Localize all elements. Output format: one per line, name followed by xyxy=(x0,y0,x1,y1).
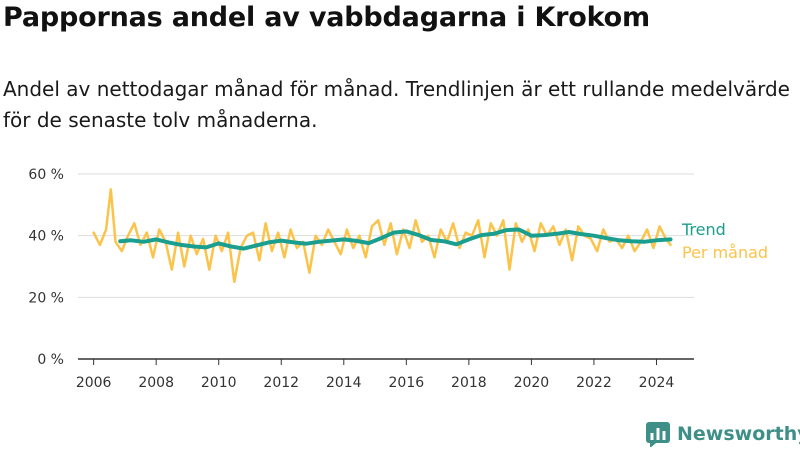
legend-label-monthly: Per månad xyxy=(682,243,768,262)
y-tick-label: 0 % xyxy=(37,352,64,368)
x-tick-label: 2014 xyxy=(326,375,362,391)
brand-logo[interactable]: Newsworthy xyxy=(645,421,800,447)
x-tick-label: 2020 xyxy=(514,375,550,391)
chart-subtitle: Andel av nettodagar månad för månad. Tre… xyxy=(3,77,790,132)
x-tick-label: 2008 xyxy=(138,375,174,391)
y-tick-label: 60 % xyxy=(28,167,64,183)
legend-label-trend: Trend xyxy=(681,220,726,239)
y-axis: 0 % 20 % 40 % 60 % xyxy=(28,167,64,368)
x-tick-label: 2024 xyxy=(639,375,675,391)
series-lines xyxy=(92,188,673,284)
newsworthy-logo-icon xyxy=(646,422,670,447)
x-axis: 2006 2008 2010 2012 2014 2016 2018 2020 2022 2024 xyxy=(76,358,694,391)
series-line-monthly xyxy=(92,188,672,284)
x-tick-label: 2010 xyxy=(201,375,237,391)
legend: Trend Per månad xyxy=(681,220,768,262)
x-tick-label: 2012 xyxy=(263,375,299,391)
chart-title: Pappornas andel av vabbdagarna i Krokom xyxy=(3,2,650,33)
y-tick-label: 40 % xyxy=(28,229,64,245)
series-line-trend xyxy=(118,227,673,251)
x-tick-label: 2006 xyxy=(76,375,112,391)
x-tick-label: 2022 xyxy=(576,375,612,391)
x-tick-label: 2018 xyxy=(451,375,487,391)
brand-name: Newsworthy xyxy=(677,423,800,445)
y-tick-label: 20 % xyxy=(28,290,64,306)
x-tick-label: 2016 xyxy=(389,375,425,391)
